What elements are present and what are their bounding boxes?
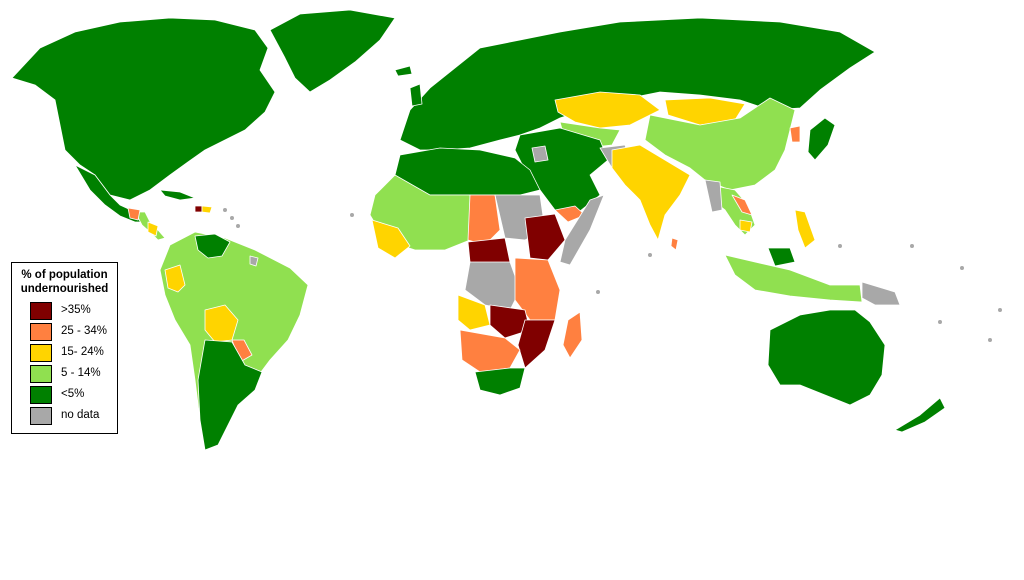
region-japan (807, 117, 836, 161)
legend-title-line1: % of population (21, 269, 108, 281)
legend-label: <5% (61, 388, 85, 400)
region-mozambique (517, 319, 556, 369)
region-papua (861, 281, 901, 306)
region-zambia (489, 304, 531, 339)
region-angola (457, 294, 491, 331)
region-greenland (269, 9, 396, 93)
region-guyana-grey (249, 255, 259, 267)
region-west-africa-yellow (371, 219, 411, 259)
legend-swatch (30, 386, 52, 404)
region-india (611, 144, 691, 241)
region-indonesia (724, 254, 863, 303)
region-guatemala (127, 207, 141, 221)
region-new-zealand (894, 397, 946, 433)
legend-swatch (30, 323, 52, 341)
region-cambodia (739, 219, 753, 233)
region-madagascar (562, 311, 583, 359)
region-korea (789, 125, 801, 143)
legend-label: 25 - 34% (61, 325, 108, 337)
region-china (644, 97, 796, 191)
legend-label: >35% (61, 304, 91, 316)
region-cuba (159, 189, 196, 201)
region-venezuela (194, 233, 231, 259)
region-myanmar-grey (704, 179, 723, 213)
legend-swatch (30, 302, 52, 320)
legend-swatch (30, 407, 52, 425)
region-laos (731, 194, 753, 216)
region-ethiopia (524, 213, 566, 261)
legend-label: 5 - 14% (61, 367, 101, 379)
region-peru-yellow (164, 264, 186, 293)
region-kazakhstan (554, 91, 661, 129)
region-haiti (194, 205, 203, 213)
region-europe-russia (399, 17, 876, 151)
region-southern-cone (197, 339, 263, 451)
region-north-america (11, 17, 276, 201)
legend-label: 15- 24% (61, 346, 104, 358)
region-sri-lanka (670, 237, 679, 251)
region-somalia (559, 194, 605, 266)
region-borneo (767, 247, 796, 267)
legend-swatch (30, 365, 52, 383)
region-uk (409, 83, 423, 107)
map-legend: % of population undernourished >35% 25 -… (11, 262, 118, 434)
small-islands (223, 208, 1002, 342)
region-australia (767, 309, 886, 406)
region-south-africa (474, 367, 526, 396)
region-philippines (794, 209, 816, 249)
region-chad (467, 194, 501, 246)
region-nicaragua (147, 221, 159, 237)
region-iraq-grey (531, 145, 549, 163)
legend-label: no data (61, 409, 100, 421)
region-iceland (394, 65, 413, 77)
legend-title: % of population undernourished (12, 268, 117, 296)
legend-swatch (30, 344, 52, 362)
region-dominican (201, 205, 213, 214)
legend-title-line2: undernourished (20, 283, 109, 295)
